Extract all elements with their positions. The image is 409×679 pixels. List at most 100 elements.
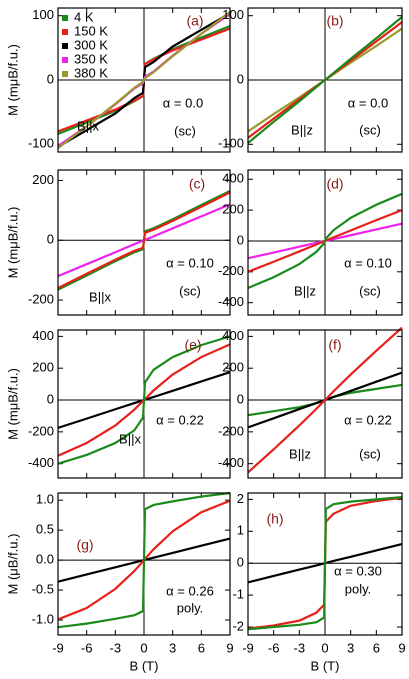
y-tick-label: 100 [32,7,54,22]
data-line [57,491,231,629]
x-tick-label: -3 [110,640,122,655]
legend-label: 380 K [74,65,108,80]
plot-frame [57,169,231,316]
y-tick-label: 0 [237,391,244,406]
legend-swatch [62,43,68,49]
x-tick-label: -6 [268,640,280,655]
annotation: α = 0.0 [163,95,203,110]
annotation: α = 0.22 [156,412,204,427]
y-axis-label: M (mμB/f.u.) [5,207,20,279]
annotation: α = 0.26 [166,583,214,598]
legend-swatch [62,57,68,63]
y-tick-label: -200 [28,291,54,306]
y-axis-label: M (mμB/f.u.) [5,44,20,116]
y-tick-label: -0.5 [32,582,54,597]
y-tick-label: 200 [32,360,54,375]
annotation: (sc) [179,283,201,298]
panel-label: (h) [266,511,283,527]
x-tick-label: 9 [226,640,233,655]
y-tick-label: 0.0 [36,552,54,567]
legend-swatch [62,29,68,35]
y-tick-label: 0 [47,71,54,86]
y-tick-label: 200 [32,172,54,187]
annotation: α = 0.30 [334,563,382,578]
y-tick-label: -1.0 [32,611,54,626]
y-tick-label: 200 [222,202,244,217]
annotation: poly. [177,600,204,615]
y-tick-label: -100 [218,136,244,151]
x-tick-label: 9 [398,640,405,655]
panel-label: (b) [326,13,343,29]
panel-label: (g) [76,537,93,553]
annotation: α = 0.10 [166,255,214,270]
legend-swatch [62,71,68,77]
annotation: α = 0.22 [344,412,392,427]
y-tick-label: -200 [28,423,54,438]
plot-frame [247,329,403,479]
annotation: α = 0.0 [348,95,388,110]
panel-label: (a) [186,13,203,29]
annotation: B||z [289,446,311,461]
x-tick-label: 3 [347,640,354,655]
y-tick-label: -400 [218,455,244,470]
y-axis-label: M (mμB/f.u.) [5,368,20,440]
y-tick-label: 400 [222,328,244,343]
data-line [247,326,403,474]
y-tick-label: 400 [222,171,244,186]
annotation: B||z [294,283,316,298]
x-axis-label: B (T) [311,658,340,673]
legend-label: 350 K [74,51,108,66]
y-tick-label: 0 [237,555,244,570]
data-line [247,16,403,144]
y-tick-label: 200 [222,360,244,375]
x-tick-label: -6 [81,640,93,655]
y-tick-label: 0 [237,232,244,247]
annotation: B||z [291,122,313,137]
y-tick-label: 0 [47,391,54,406]
y-tick-label: 100 [222,7,244,22]
y-tick-label: 2 [237,491,244,506]
plot-frame [57,7,231,153]
legend-label: 300 K [74,37,108,52]
annotation: α = 0.10 [344,255,392,270]
annotation: (sc) [359,283,381,298]
x-tick-label: 0 [321,640,328,655]
annotation: B||x [119,431,141,446]
y-tick-label: 0.5 [36,522,54,537]
annotation: (sc) [359,446,381,461]
y-tick-label: -400 [218,294,244,309]
x-tick-label: -9 [52,640,64,655]
y-tick-label: 1.0 [36,492,54,507]
legend-swatch [62,15,68,21]
y-tick-label: -1 [232,587,244,602]
y-tick-label: 0 [47,232,54,247]
data-line [57,10,231,150]
y-tick-label: -200 [218,263,244,278]
annotation: (sc) [359,122,381,137]
y-axis-label: M (μB/f.u.) [5,534,20,595]
panel-label: (d) [326,176,343,192]
plot-frame [57,329,231,479]
x-tick-label: 3 [169,640,176,655]
legend-label: 4 K [74,9,94,24]
panel-label: (e) [184,337,201,353]
plot-frame [247,492,403,636]
y-tick-label: -2 [232,618,244,633]
x-tick-label: 0 [140,640,147,655]
y-tick-label: 1 [237,523,244,538]
data-line [57,191,231,290]
panel-label: (c) [189,176,205,192]
plot-frame [247,7,403,153]
x-tick-label: 6 [198,640,205,655]
y-tick-label: -400 [28,455,54,470]
annotation: (sc) [174,123,196,138]
annotation: poly. [345,581,372,596]
annotation: B||x [89,289,111,304]
plot-frame [57,492,231,636]
y-tick-label: -100 [28,136,54,151]
x-tick-label: 6 [373,640,380,655]
data-line [247,192,403,290]
x-axis-label: B (T) [130,658,159,673]
annotation: B||x [77,118,99,133]
